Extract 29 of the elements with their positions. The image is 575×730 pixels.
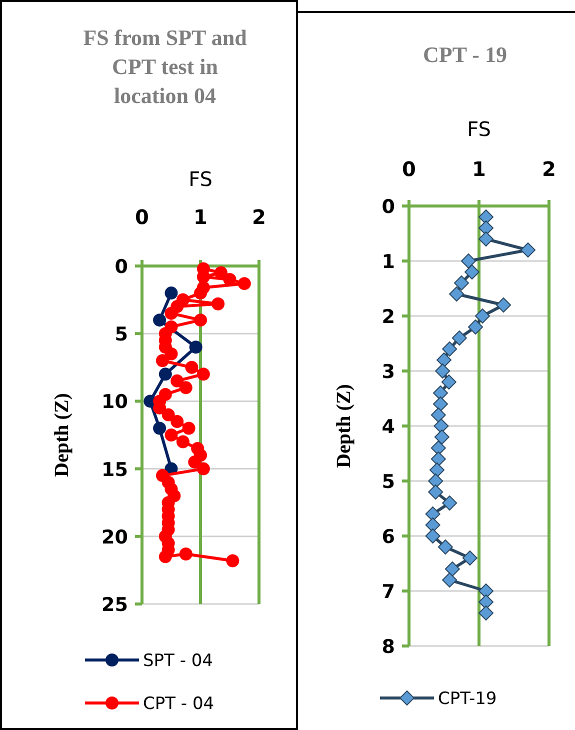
x-axis-title: FS bbox=[467, 117, 491, 141]
legend-label: CPT - 04 bbox=[143, 694, 214, 714]
y-tick-label: 4 bbox=[382, 416, 395, 438]
y-tick-label: 20 bbox=[102, 526, 128, 548]
y-axis-title: Depth (Z) bbox=[51, 393, 73, 477]
x-tick-label: 0 bbox=[135, 205, 149, 229]
y-tick-label: 7 bbox=[382, 581, 395, 603]
y-tick-label: 15 bbox=[102, 458, 128, 481]
y-tick-label: 1 bbox=[382, 251, 395, 273]
x-tick-label: 2 bbox=[252, 205, 266, 229]
y-tick-label: 5 bbox=[114, 324, 128, 346]
y-axis-title: Depth (Z) bbox=[333, 384, 355, 468]
x-axis-title: FS bbox=[188, 167, 212, 191]
x-tick-label: 1 bbox=[194, 205, 208, 229]
y-tick-label: 2 bbox=[382, 306, 395, 328]
chart-title: FS from SPT and CPT test in location 04 bbox=[83, 25, 247, 108]
y-tick-label: 6 bbox=[382, 526, 395, 548]
y-tick-label: 8 bbox=[382, 636, 395, 658]
x-tick-label: 2 bbox=[542, 157, 556, 181]
legend-label: SPT - 04 bbox=[143, 651, 214, 671]
y-tick-label: 10 bbox=[102, 391, 128, 414]
y-tick-label: 3 bbox=[382, 361, 395, 383]
y-tick-label: 0 bbox=[114, 256, 128, 278]
legend-label: CPT-19 bbox=[438, 689, 497, 709]
y-tick-label: 5 bbox=[382, 471, 395, 493]
x-tick-label: 0 bbox=[402, 157, 416, 181]
y-tick-label: 25 bbox=[102, 594, 128, 616]
chart-title: CPT - 19 bbox=[423, 42, 507, 67]
x-tick-label: 1 bbox=[472, 157, 486, 181]
